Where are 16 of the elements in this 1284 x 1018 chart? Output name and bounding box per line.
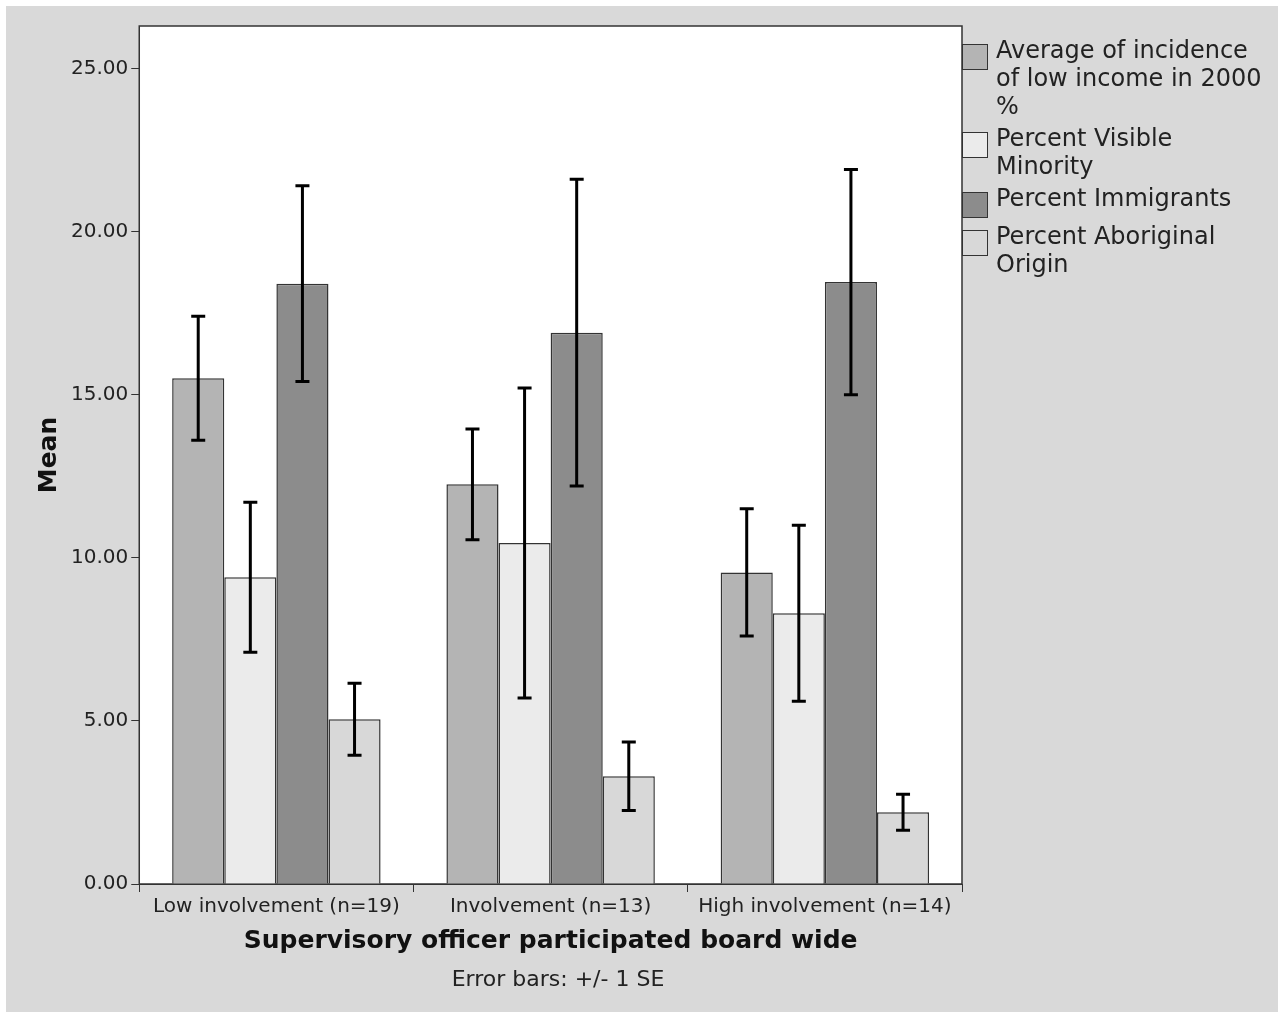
x-tick-label: Low involvement (n=19)	[152, 893, 400, 918]
y-tick-label: 15.00	[70, 380, 129, 405]
y-tick-label: 20.00	[70, 217, 129, 242]
legend-label: Percent Visible Minority	[996, 124, 1174, 180]
legend-label: Percent Immigrants	[996, 184, 1232, 212]
y-tick-label: 25.00	[70, 54, 129, 79]
y-tick-label: 10.00	[70, 543, 129, 568]
text: Error bars: +/- 1 SE	[450, 966, 666, 991]
x-tick-label: Involvement (n=13)	[449, 893, 652, 918]
legend-label: Average of incidence of low income in 2000 %	[996, 36, 1263, 120]
y-tick-label: 5.00	[83, 707, 129, 732]
y-axis-title: Mean	[32, 416, 62, 494]
x-axis-title: Supervisory officer participated board wide	[243, 924, 858, 954]
x-tick-label: High involvement (n=14)	[698, 893, 952, 918]
y-tick-label: 0.00	[83, 870, 129, 895]
legend-label: Percent Aboriginal Origin	[996, 222, 1217, 278]
